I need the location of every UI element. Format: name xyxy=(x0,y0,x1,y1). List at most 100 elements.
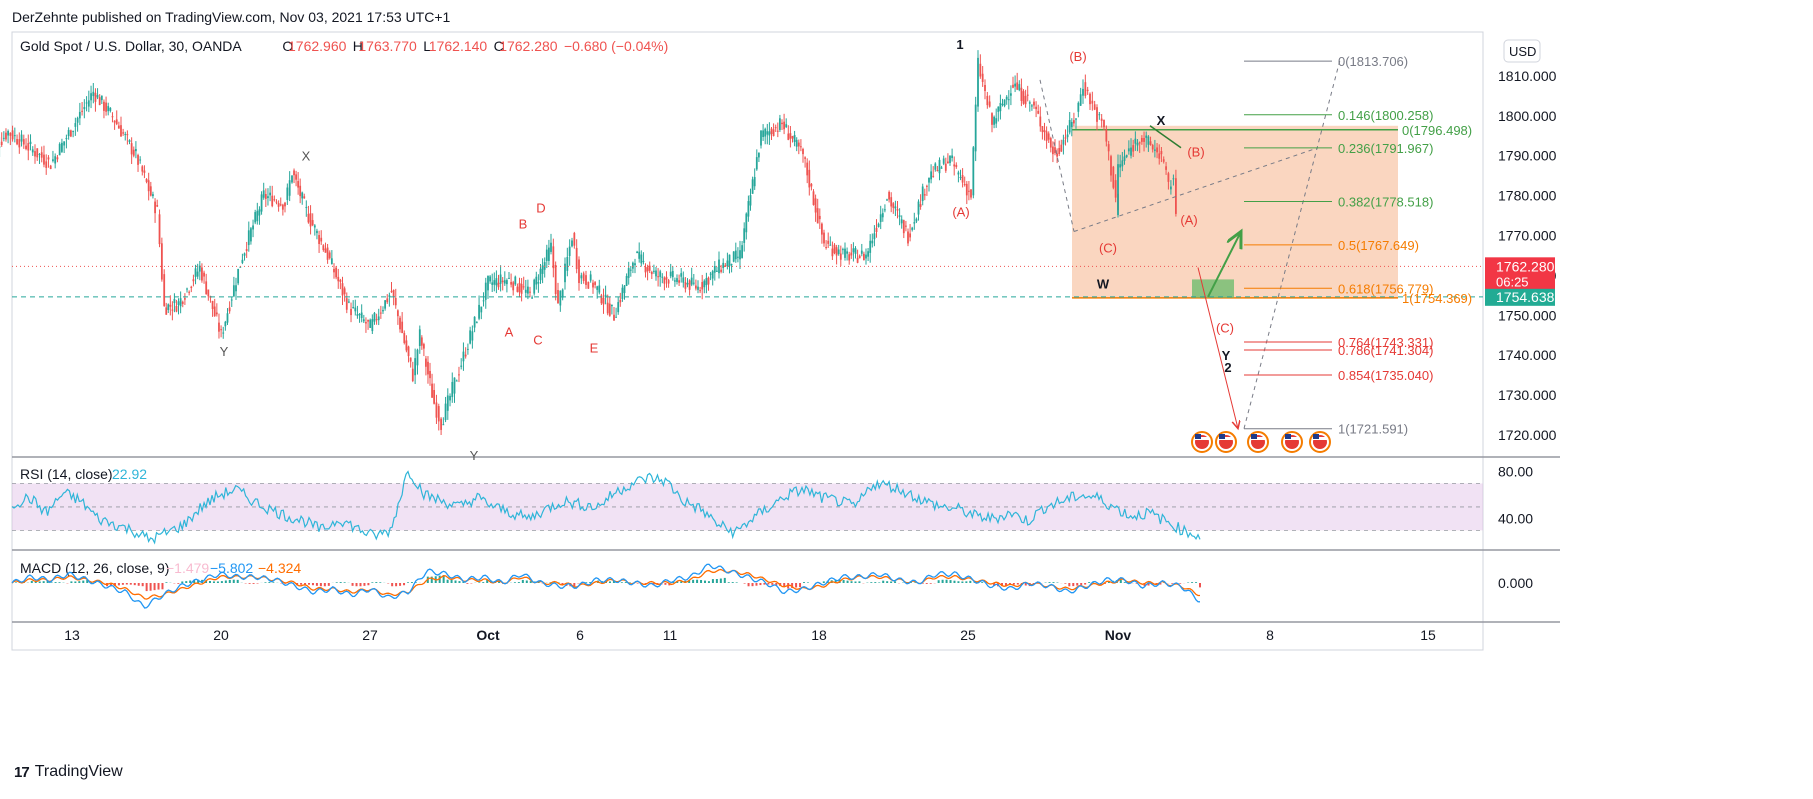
candle-body xyxy=(922,186,924,201)
candle-body xyxy=(252,225,254,229)
candle-body xyxy=(626,276,628,286)
candle-body xyxy=(1058,148,1060,154)
candle-body xyxy=(624,286,626,293)
candle-body xyxy=(708,278,710,285)
candle-body xyxy=(1027,95,1029,96)
candle-body xyxy=(97,95,99,98)
candle-body xyxy=(1031,105,1033,106)
event-flag-icon[interactable] xyxy=(1248,432,1268,452)
candle-body xyxy=(449,396,451,400)
candle-body xyxy=(222,333,224,334)
candle-body xyxy=(201,267,203,280)
candle-body xyxy=(657,276,659,277)
candle-body xyxy=(1105,129,1107,141)
candle-body xyxy=(322,245,324,250)
candle-body xyxy=(276,202,278,203)
candle-body xyxy=(542,265,544,273)
level-price-tag: 1754.638 xyxy=(1485,289,1555,306)
candle-body xyxy=(817,208,819,223)
candle-body xyxy=(131,143,133,154)
candle-body xyxy=(651,272,653,274)
price-axis-tick: 1780.000 xyxy=(1498,188,1557,204)
candle-body xyxy=(137,155,139,165)
fib-level-label: 1(1721.591) xyxy=(1338,422,1408,437)
wave-label: 2 xyxy=(1224,360,1231,375)
currency-button[interactable]: USD xyxy=(1504,40,1540,62)
candle-body xyxy=(821,224,823,235)
candle-body xyxy=(771,129,773,134)
candle-body xyxy=(384,300,386,308)
candle-body xyxy=(514,277,516,285)
candle-body xyxy=(718,260,720,274)
candle-body xyxy=(367,320,369,322)
event-flag-icon[interactable] xyxy=(1216,432,1236,452)
time-axis-tick: Nov xyxy=(1105,627,1132,643)
candle-body xyxy=(103,102,105,111)
candle-body xyxy=(436,403,438,418)
candle-body xyxy=(993,117,995,125)
candle-body xyxy=(357,314,359,316)
candle-body xyxy=(1010,93,1012,95)
time-axis-tick: Oct xyxy=(476,627,500,643)
candle-body xyxy=(176,306,178,312)
fib-level-label: 1(1754.369) xyxy=(1402,291,1472,306)
candle-body xyxy=(363,319,365,321)
macd-histogram-value: −1.479 xyxy=(166,560,209,576)
footer-brand[interactable]: 17 TradingView xyxy=(14,763,123,781)
candle-body xyxy=(403,333,405,343)
currency-button-label: USD xyxy=(1509,44,1536,59)
event-flag-icon[interactable] xyxy=(1310,432,1330,452)
candle-body xyxy=(318,235,320,244)
candle-body xyxy=(867,251,869,256)
candle-body xyxy=(517,287,519,292)
rsi-axis-tick: 80.00 xyxy=(1498,464,1533,480)
wave-label: (A) xyxy=(1180,213,1197,228)
candle-body xyxy=(203,273,205,277)
candle-body xyxy=(939,160,941,173)
candle-body xyxy=(886,199,888,200)
candle-body xyxy=(1137,143,1139,146)
candle-body xyxy=(878,224,880,227)
candle-body xyxy=(312,220,314,225)
candle-body xyxy=(1168,173,1170,182)
candle-body xyxy=(943,158,945,163)
candle-body xyxy=(911,228,913,230)
candle-body xyxy=(982,74,984,82)
event-flag-canton xyxy=(1285,434,1291,439)
candle-body xyxy=(271,196,273,206)
candle-body xyxy=(502,281,504,282)
wave-label: A xyxy=(505,324,514,339)
candle-body xyxy=(850,253,852,256)
candle-body xyxy=(832,249,834,257)
legend-change: −0.680 (−0.04%) xyxy=(564,38,668,54)
candle-body xyxy=(1128,148,1130,151)
candle-body xyxy=(161,243,163,279)
candle-body xyxy=(380,313,382,314)
candle-body xyxy=(930,171,932,179)
candle-body xyxy=(150,186,152,195)
wave-label: D xyxy=(536,201,545,216)
candle-body xyxy=(471,331,473,340)
candle-body xyxy=(431,384,433,398)
candle-body xyxy=(303,196,305,198)
candle-body xyxy=(284,203,286,207)
event-flag-icon[interactable] xyxy=(1282,432,1302,452)
candle-body xyxy=(465,355,467,357)
event-flag-icon[interactable] xyxy=(1192,432,1212,452)
candle-body xyxy=(676,278,678,282)
candle-body xyxy=(1042,126,1044,132)
candle-body xyxy=(361,313,363,319)
candle-body xyxy=(798,143,800,147)
candle-body xyxy=(806,163,808,176)
candle-body xyxy=(135,149,137,151)
candle-body xyxy=(1002,104,1004,105)
price-axis-tick: 1790.000 xyxy=(1498,148,1557,164)
candle-body xyxy=(178,301,180,305)
candle-body xyxy=(423,344,425,348)
wave-label: W xyxy=(1097,276,1110,291)
candle-body xyxy=(928,178,930,183)
candle-body xyxy=(1161,151,1163,154)
candle-body xyxy=(672,271,674,277)
